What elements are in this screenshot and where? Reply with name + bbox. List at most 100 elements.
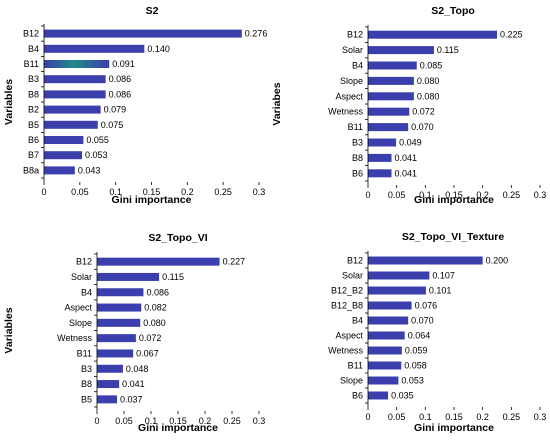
x-tick-label: 0.25 <box>503 190 521 200</box>
bar <box>44 151 82 160</box>
category-label: Aspect <box>335 91 363 101</box>
data-label: 0.053 <box>85 150 108 160</box>
data-label: 0.049 <box>399 138 422 148</box>
category-label: B5 <box>28 120 39 130</box>
panel-title: S2_Topo_VI_Texture <box>402 231 504 243</box>
data-label: 0.075 <box>101 120 124 130</box>
bar <box>368 76 414 85</box>
bar <box>368 153 392 162</box>
bar <box>368 301 412 310</box>
data-label: 0.043 <box>78 165 101 175</box>
category-label: B6 <box>28 135 39 145</box>
data-label: 0.070 <box>411 122 434 132</box>
data-label: 0.048 <box>126 364 149 374</box>
x-tick-label: 0.2 <box>181 187 194 197</box>
data-label: 0.227 <box>223 257 246 267</box>
bar <box>44 29 242 38</box>
data-label: 0.086 <box>146 287 169 297</box>
bar <box>368 92 414 101</box>
category-label: B6 <box>352 391 363 401</box>
category-label: Solar <box>342 45 363 55</box>
bar <box>97 349 134 358</box>
x-tick-label: 0.25 <box>503 412 521 422</box>
x-tick-label: 0.2 <box>476 412 489 422</box>
category-label: B8 <box>28 89 39 99</box>
bar <box>97 334 136 343</box>
x-tick-label: 0.1 <box>419 190 432 200</box>
category-label: B12 <box>76 257 92 267</box>
data-label: 0.086 <box>109 89 132 99</box>
x-tick-label: 0.15 <box>143 187 161 197</box>
data-label: 0.055 <box>86 135 109 145</box>
y-axis-title: Variables <box>3 79 15 125</box>
panel-title: S2_Topo <box>431 5 475 17</box>
x-tick-label: 0.25 <box>214 187 232 197</box>
bar <box>97 364 123 373</box>
data-label: 0.059 <box>405 346 428 356</box>
x-axis-title: Gini importance <box>112 194 192 206</box>
x-tick-label: 0.15 <box>445 190 463 200</box>
data-label: 0.072 <box>412 107 435 117</box>
category-label: B3 <box>81 364 92 374</box>
bar <box>97 318 141 327</box>
data-label: 0.058 <box>404 361 427 371</box>
data-label: 0.041 <box>395 168 418 178</box>
x-axis-title: Gini importance <box>414 422 494 434</box>
x-tick-label: 0.05 <box>71 187 89 197</box>
category-label: B12_B8 <box>331 301 363 311</box>
data-label: 0.053 <box>401 376 424 386</box>
bar <box>368 316 409 325</box>
category-label: B6 <box>352 168 363 178</box>
x-tick-label: 0.15 <box>445 412 463 422</box>
category-label: B8a <box>23 165 39 175</box>
bar <box>368 123 409 132</box>
data-label: 0.082 <box>144 303 167 313</box>
x-tick-label: 0.05 <box>388 190 406 200</box>
x-tick-label: 0.3 <box>253 416 266 426</box>
bar <box>44 44 145 53</box>
y-axis-title: Variables <box>3 307 15 353</box>
x-tick-label: 0.3 <box>534 190 547 200</box>
bar <box>368 107 410 116</box>
x-axis-title: Gini importance <box>138 422 218 434</box>
data-label: 0.072 <box>139 333 162 343</box>
data-label: 0.086 <box>109 74 132 84</box>
category-label: B4 <box>81 287 92 297</box>
category-label: Slope <box>340 76 363 86</box>
category-label: B12 <box>23 29 39 39</box>
category-label: Aspect <box>64 303 92 313</box>
category-label: B12 <box>347 256 363 266</box>
category-label: Wetness <box>328 346 363 356</box>
bar <box>368 61 417 70</box>
category-label: B11 <box>348 122 363 132</box>
data-label: 0.101 <box>429 286 452 296</box>
bar <box>368 30 497 39</box>
bar <box>44 120 98 129</box>
y-axis-title: Variabes <box>271 82 283 125</box>
bar <box>368 391 389 400</box>
data-label: 0.080 <box>417 91 440 101</box>
bar <box>97 380 120 389</box>
category-label: B11 <box>348 361 363 371</box>
x-axis-title: Gini importance <box>414 194 494 206</box>
bar <box>44 75 106 84</box>
x-tick-label: 0 <box>41 187 46 197</box>
bar <box>97 288 144 297</box>
category-label: B8 <box>352 153 363 163</box>
data-label: 0.225 <box>500 30 523 40</box>
bar <box>368 138 397 147</box>
data-label: 0.076 <box>415 301 438 311</box>
category-label: B4 <box>352 316 363 326</box>
category-label: B5 <box>81 394 92 404</box>
data-label: 0.064 <box>408 331 431 341</box>
data-label: 0.140 <box>147 44 170 54</box>
bar <box>368 361 402 370</box>
category-label: B3 <box>352 138 363 148</box>
data-label: 0.276 <box>245 29 268 39</box>
bar <box>368 169 392 178</box>
bar <box>97 395 117 404</box>
category-label: Wetness <box>328 107 363 117</box>
data-label: 0.115 <box>162 272 184 282</box>
bar <box>368 346 402 355</box>
x-tick-label: 0.25 <box>223 416 241 426</box>
